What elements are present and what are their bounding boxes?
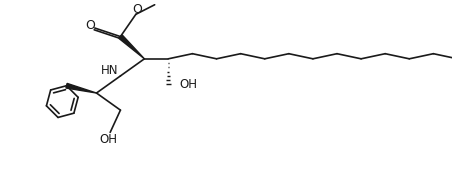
Text: O: O	[86, 19, 96, 32]
Text: OH: OH	[100, 133, 117, 146]
Text: HN: HN	[101, 64, 119, 77]
Polygon shape	[66, 83, 96, 93]
Polygon shape	[119, 35, 145, 59]
Text: OH: OH	[179, 78, 198, 91]
Text: O: O	[132, 3, 142, 16]
